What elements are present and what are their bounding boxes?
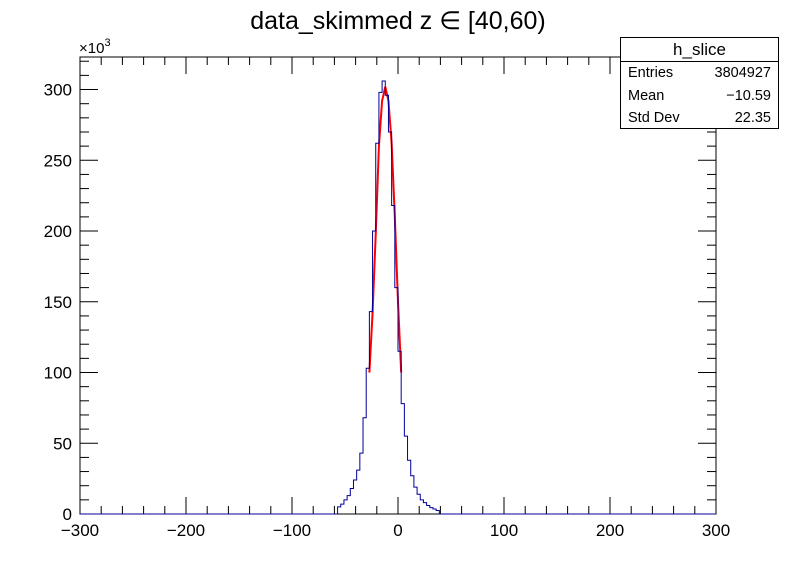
y-tick-label: 200 <box>44 222 72 241</box>
chart-title: data_skimmed z ∈ [40,60) <box>250 7 546 35</box>
fit-curve <box>368 86 403 373</box>
stats-label: Entries <box>628 65 674 81</box>
stats-row-entries: Entries 3804927 <box>621 62 778 85</box>
x-tick-label: −300 <box>61 521 99 540</box>
y-tick-label: 150 <box>44 293 72 312</box>
axes <box>79 57 717 515</box>
x-tick-label: −100 <box>273 521 311 540</box>
stats-row-mean: Mean −10.59 <box>621 85 778 108</box>
x-tick-label: 100 <box>490 521 518 540</box>
x-tick-label: −200 <box>167 521 205 540</box>
stats-box-title: h_slice <box>621 38 778 62</box>
y-tick-label: 0 <box>63 505 72 524</box>
stats-value: −10.59 <box>726 87 771 104</box>
y-tick-label: 50 <box>53 434 72 453</box>
y-tick-label: 250 <box>44 151 72 170</box>
x-tick-label: 200 <box>596 521 624 540</box>
y-axis-multiplier: ×103 <box>79 37 111 57</box>
x-tick-label: 0 <box>393 521 402 540</box>
stats-box: h_slice Entries 3804927 Mean −10.59 Std … <box>620 37 779 129</box>
stats-label: Std Dev <box>628 110 680 127</box>
y-tick-label: 300 <box>44 81 72 100</box>
y-tick-label: 100 <box>44 364 72 383</box>
x-tick-label: 300 <box>702 521 730 540</box>
stats-row-stddev: Std Dev 22.35 <box>621 107 778 130</box>
tick-labels: −300 −200 −100 0 100 200 300 0 50 100 150 200 250 300 <box>44 81 731 540</box>
stats-value: 3804927 <box>714 65 771 81</box>
stats-label: Mean <box>628 87 665 104</box>
stats-value: 22.35 <box>734 110 771 127</box>
histogram-series <box>80 80 716 515</box>
